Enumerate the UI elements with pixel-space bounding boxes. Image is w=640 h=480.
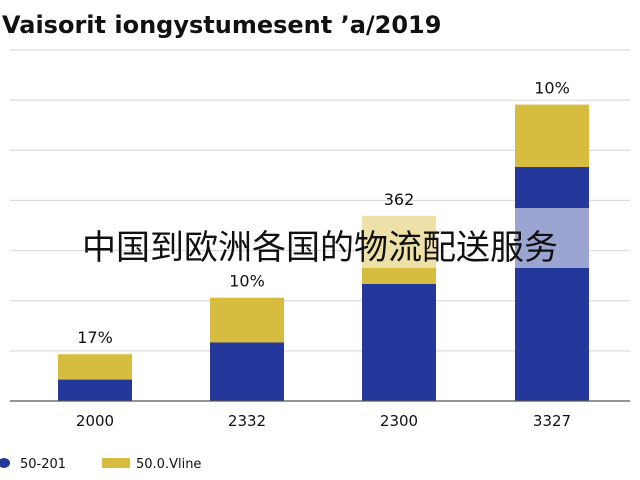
data-label: 10% xyxy=(534,79,570,98)
legend-label: 50-201 xyxy=(20,457,66,472)
chart-title: Vaisorit iongystumesent ʼa/2019 xyxy=(2,11,441,39)
overlay-caption: 中国到欧洲各国的物流配送服务 xyxy=(82,228,558,268)
grid-lines xyxy=(10,49,630,352)
bar-segment xyxy=(210,342,284,401)
data-label: 10% xyxy=(229,272,265,291)
category-label: 3327 xyxy=(533,412,571,430)
bar-segment xyxy=(362,284,436,401)
bar-segment xyxy=(58,354,132,380)
bar-segment xyxy=(515,104,589,167)
category-label: 2300 xyxy=(380,412,418,430)
data-label: 17% xyxy=(77,328,113,347)
category-label: 2332 xyxy=(228,412,266,430)
bars xyxy=(58,104,590,401)
legend-marker xyxy=(0,458,10,468)
category-label: 2000 xyxy=(76,412,114,430)
legend-label: 50.0.Vline xyxy=(136,457,201,472)
data-label: 362 xyxy=(384,190,415,209)
bar-segment xyxy=(515,167,589,401)
data-labels: 17% 10% 362 10% xyxy=(77,79,570,348)
overlay-band xyxy=(360,208,590,268)
bar-segment xyxy=(58,379,132,401)
legend: 50-201 50.0.Vline xyxy=(0,457,201,472)
bar-segment xyxy=(210,297,284,343)
category-labels: 2000 2332 2300 3327 xyxy=(76,412,571,430)
legend-marker xyxy=(102,458,130,468)
